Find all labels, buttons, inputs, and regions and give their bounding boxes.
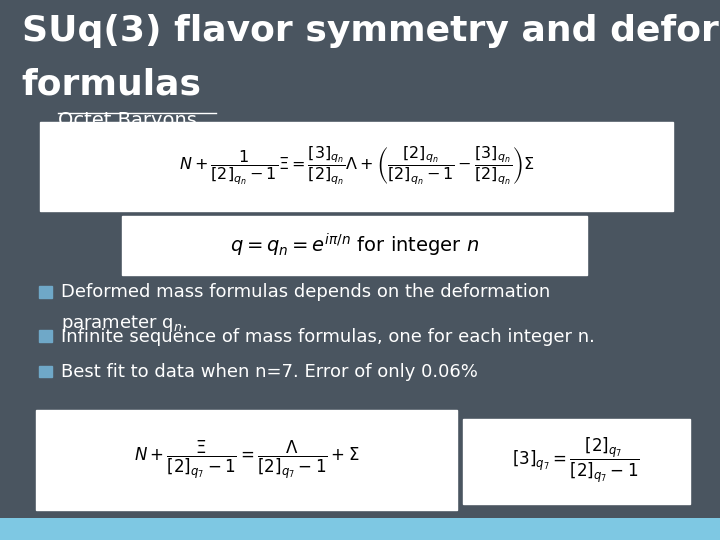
Text: Infinite sequence of mass formulas, one for each integer n.: Infinite sequence of mass formulas, one … xyxy=(61,328,595,346)
Text: SUq(3) flavor symmetry and deformed mass: SUq(3) flavor symmetry and deformed mass xyxy=(22,14,720,48)
Text: $N + \dfrac{1}{[2]_{q_n}-1}\Xi = \dfrac{[3]_{q_n}}{[2]_{q_n}}\Lambda + \left(\df: $N + \dfrac{1}{[2]_{q_n}-1}\Xi = \dfrac{… xyxy=(179,145,534,187)
FancyBboxPatch shape xyxy=(39,286,52,298)
FancyBboxPatch shape xyxy=(40,122,673,211)
Text: Octet Baryons: Octet Baryons xyxy=(58,111,197,130)
Text: Deformed mass formulas depends on the deformation: Deformed mass formulas depends on the de… xyxy=(61,283,551,301)
Text: Best fit to data when n=7. Error of only 0.06%: Best fit to data when n=7. Error of only… xyxy=(61,363,478,381)
FancyBboxPatch shape xyxy=(39,366,52,377)
FancyBboxPatch shape xyxy=(122,216,587,275)
FancyBboxPatch shape xyxy=(39,330,52,342)
Text: formulas: formulas xyxy=(22,68,202,102)
Text: $N + \dfrac{\Xi}{[2]_{q_7}-1} = \dfrac{\Lambda}{[2]_{q_7}-1} + \Sigma$: $N + \dfrac{\Xi}{[2]_{q_7}-1} = \dfrac{\… xyxy=(134,439,360,481)
Text: $[3]_{q_7} = \dfrac{[2]_{q_7}}{[2]_{q_7}-1}$: $[3]_{q_7} = \dfrac{[2]_{q_7}}{[2]_{q_7}… xyxy=(512,435,640,485)
Text: parameter q$_n$.: parameter q$_n$. xyxy=(61,313,188,334)
FancyBboxPatch shape xyxy=(0,518,720,540)
Text: $q = q_n = e^{i\pi/n}\ \mathrm{for\ integer}\ n$: $q = q_n = e^{i\pi/n}\ \mathrm{for\ inte… xyxy=(230,232,480,259)
FancyBboxPatch shape xyxy=(36,410,457,510)
FancyBboxPatch shape xyxy=(463,418,690,504)
